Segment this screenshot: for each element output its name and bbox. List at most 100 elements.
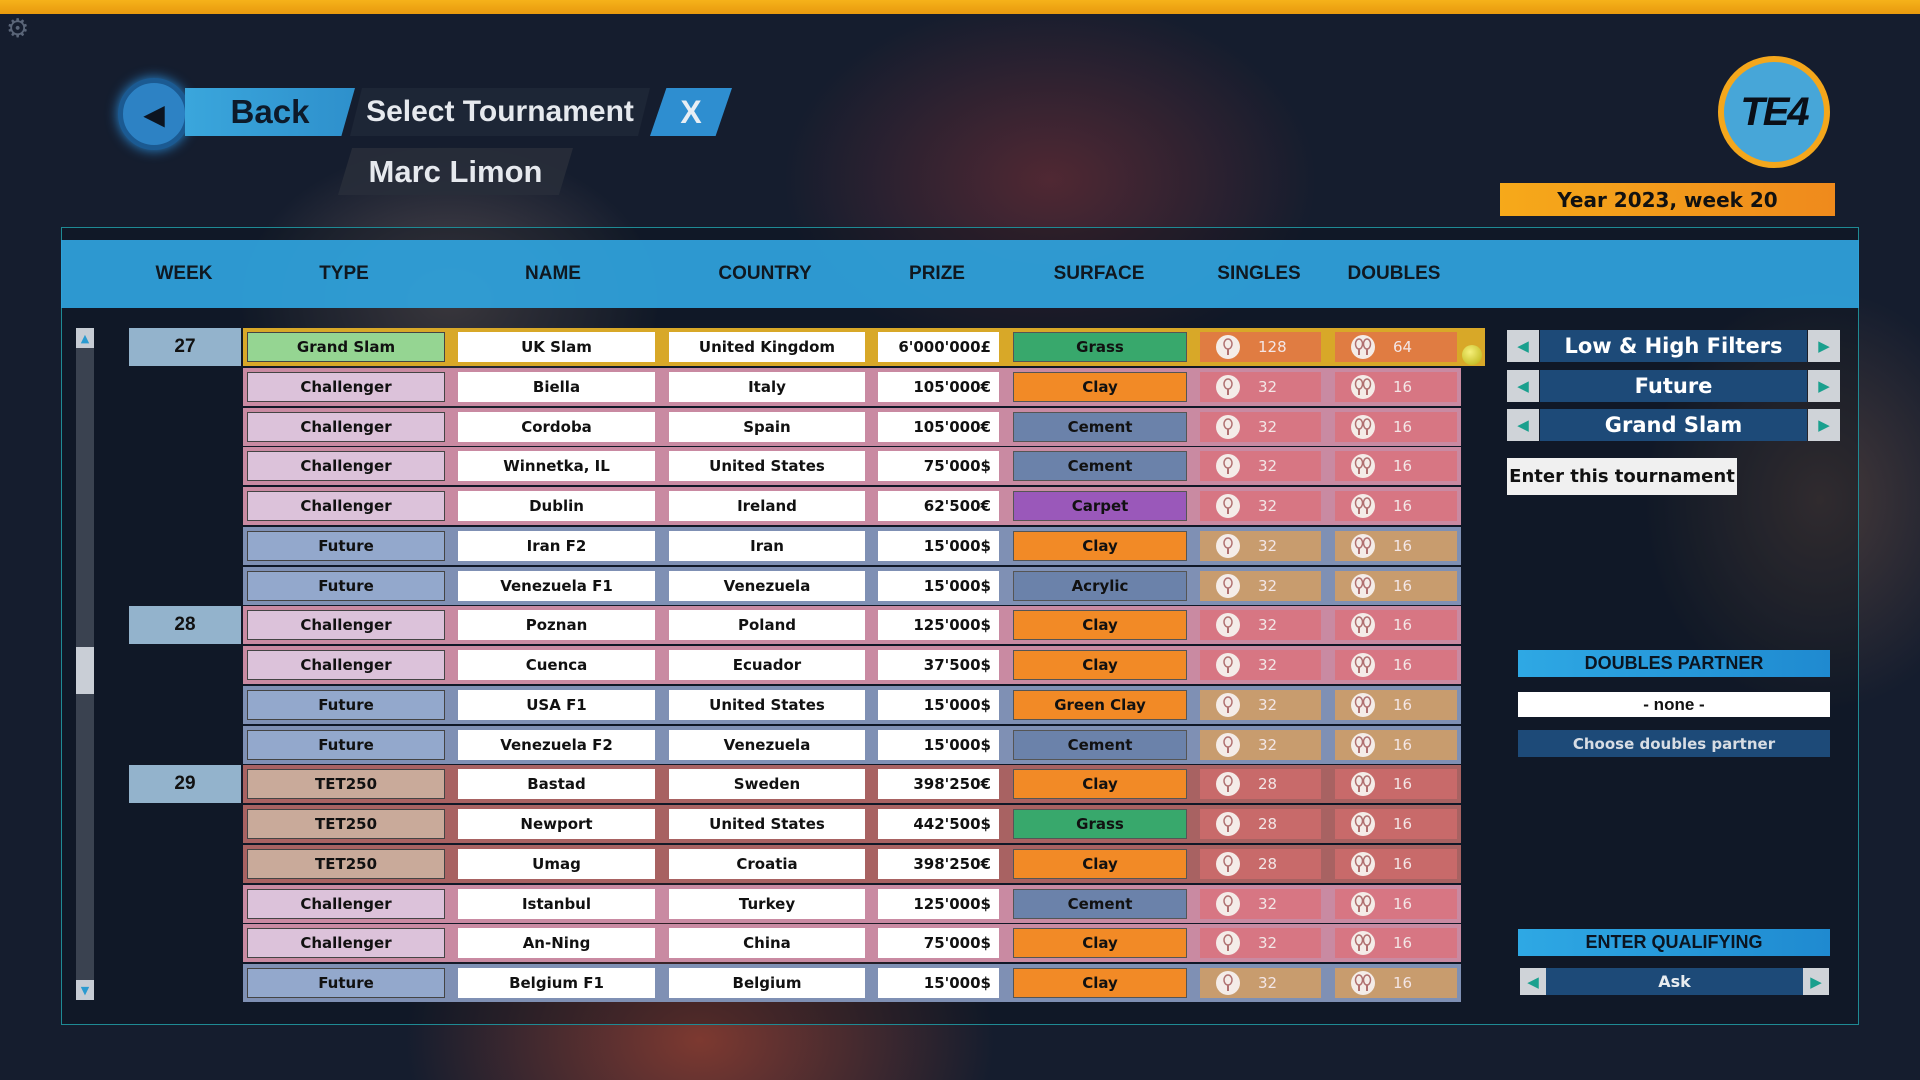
qualifying-selector[interactable]: ◀ Ask ▶ [1520, 968, 1829, 995]
singles-draw-cell-text: 32 [1258, 576, 1278, 595]
surface-cell: Clay [1013, 371, 1187, 402]
scroll-down-icon[interactable]: ▼ [76, 980, 94, 1000]
name-cell-text: Cuenca [525, 656, 588, 674]
qualifying-next-icon[interactable]: ▶ [1803, 968, 1829, 995]
column-singles[interactable]: SINGLES [1217, 263, 1301, 284]
tournament-row[interactable]: Future Iran F2 Iran 15'000$ Clay 32 16 [243, 526, 1461, 565]
top-accent-bar [0, 0, 1920, 14]
doubles-draw-cell: 16 [1335, 451, 1457, 482]
name-cell: Belgium F1 [458, 968, 655, 998]
tournament-row[interactable]: Challenger Istanbul Turkey 125'000$ Cement 32… [243, 884, 1461, 923]
country-cell-text: Ireland [737, 497, 797, 515]
prize-cell: 125'000$ [878, 888, 999, 919]
tournament-row[interactable]: TET250 Newport United States 442'500$ Grass 2… [243, 805, 1461, 843]
name-cell: UK Slam [458, 332, 655, 362]
tournament-row[interactable]: Future Belgium F1 Belgium 15'000$ Clay 32 16 [243, 964, 1461, 1002]
racket-icon [1216, 613, 1240, 638]
doubles-draw-cell: 16 [1335, 570, 1457, 601]
choose-doubles-partner-button[interactable]: Choose doubles partner [1518, 730, 1830, 757]
racket-icon [1216, 533, 1240, 558]
country-cell-text: Ecuador [732, 656, 802, 674]
tournament-row[interactable]: Challenger Winnetka, IL United States 75'00… [243, 447, 1461, 486]
back-button[interactable]: Back [185, 88, 355, 136]
filter-next-icon[interactable]: ▶ [1808, 409, 1840, 441]
country-cell-text: United States [709, 815, 825, 833]
doubles-draw-cell: 16 [1335, 848, 1457, 879]
type-cell: Grand Slam [247, 332, 445, 362]
tournament-row[interactable]: Challenger Dublin Ireland 62'500€ Carpet 32 16 [243, 487, 1461, 525]
surface-cell-text: Clay [1082, 934, 1118, 953]
type-cell-text: Challenger [300, 894, 392, 913]
filter-next-icon[interactable]: ▶ [1808, 330, 1840, 362]
page-title: Select Tournament [350, 88, 650, 136]
surface-cell-text: Cement [1067, 735, 1133, 754]
racket-icon [1216, 414, 1240, 439]
filter-prev-icon[interactable]: ◀ [1507, 330, 1539, 362]
singles-draw-cell: 28 [1200, 809, 1321, 839]
racket-icon [1216, 971, 1240, 995]
qualifying-prev-icon[interactable]: ◀ [1520, 968, 1546, 995]
column-week[interactable]: WEEK [155, 263, 213, 284]
prize-cell-text: 75'000$ [923, 457, 991, 476]
surface-cell-text: Clay [1082, 616, 1118, 635]
prize-cell: 62'500€ [878, 491, 999, 521]
tournament-row[interactable]: TET250 Bastad Sweden 398'250€ Clay 28 16 [243, 765, 1461, 804]
table-scrollbar[interactable]: ▲ ▼ [76, 328, 94, 1000]
surface-cell: Clay [1013, 610, 1187, 641]
prize-cell: 125'000$ [878, 610, 999, 641]
racket-icon [1216, 732, 1240, 757]
tournament-row[interactable]: Future Venezuela F1 Venezuela 15'000$ Acryli… [243, 566, 1461, 605]
tournament-row[interactable]: Challenger Poznan Poland 125'000$ Clay 32 16 [243, 606, 1461, 645]
filter-next-icon[interactable]: ▶ [1808, 370, 1840, 402]
singles-draw-cell-text: 32 [1258, 695, 1278, 714]
filter-prev-icon[interactable]: ◀ [1507, 409, 1539, 441]
column-country[interactable]: COUNTRY [718, 263, 812, 284]
type-cell-text: Challenger [300, 377, 392, 396]
scrollbar-thumb[interactable] [76, 647, 94, 694]
tournament-row[interactable]: Challenger Cuenca Ecuador 37'500$ Clay 32 16 [243, 646, 1461, 684]
tournament-row[interactable]: Challenger An-Ning China 75'000$ Clay 32 16 [243, 924, 1461, 963]
prize-cell: 398'250€ [878, 848, 999, 879]
tournament-row[interactable]: Grand Slam UK Slam United Kingdom 6'000'000… [243, 328, 1485, 366]
game-logo: TE4 [1718, 56, 1830, 168]
tournament-row[interactable]: TET250 Umag Croatia 398'250€ Clay 28 16 [243, 844, 1461, 883]
doubles-draw-cell-text: 16 [1393, 854, 1413, 873]
type-cell: Future [247, 570, 445, 601]
doubles-draw-cell-text: 16 [1393, 894, 1413, 913]
back-arrow-icon[interactable]: ◀ [118, 78, 190, 150]
surface-cell: Clay [1013, 530, 1187, 561]
scroll-up-icon[interactable]: ▲ [76, 328, 94, 348]
prize-cell-text: 37'500$ [923, 656, 991, 674]
country-cell: Ecuador [669, 650, 865, 680]
double-racket-icon [1351, 613, 1375, 638]
prize-cell: 105'000€ [878, 411, 999, 442]
prize-cell-text: 15'000$ [923, 576, 991, 595]
name-cell-text: Winnetka, IL [503, 457, 610, 476]
filter-row-2: ◀ Future ▶ [1507, 370, 1840, 402]
surface-cell-text: Clay [1082, 656, 1118, 674]
column-doubles[interactable]: DOUBLES [1347, 263, 1441, 284]
doubles-draw-cell: 16 [1335, 809, 1457, 839]
name-cell-text: Iran F2 [526, 536, 587, 555]
singles-draw-cell-text: 32 [1258, 656, 1278, 674]
prize-cell: 75'000$ [878, 928, 999, 959]
name-cell-text: An-Ning [522, 934, 591, 953]
singles-draw-cell-text: 32 [1258, 974, 1278, 992]
tournament-row[interactable]: Future Venezuela F2 Venezuela 15'000$ Cement… [243, 725, 1461, 764]
racket-icon [1216, 851, 1240, 876]
column-type[interactable]: TYPE [319, 263, 369, 284]
filter-prev-icon[interactable]: ◀ [1507, 370, 1539, 402]
tournament-row[interactable]: Challenger Cordoba Spain 105'000€ Cement 32 16 [243, 407, 1461, 446]
column-name[interactable]: NAME [525, 263, 581, 284]
tournament-row[interactable]: Challenger Biella Italy 105'000€ Clay 32 16 [243, 367, 1461, 406]
tournament-row[interactable]: Future USA F1 United States 15'000$ Green Cl… [243, 685, 1461, 724]
double-racket-icon [1351, 891, 1375, 916]
settings-gear-icon[interactable]: ⚙ [6, 14, 30, 44]
country-cell-text: Belgium [732, 974, 802, 992]
column-surface[interactable]: SURFACE [1053, 263, 1145, 284]
column-prize[interactable]: PRIZE [909, 263, 965, 284]
doubles-draw-cell-text: 16 [1393, 815, 1413, 833]
doubles-draw-cell-text: 64 [1393, 338, 1413, 356]
close-button[interactable]: X [650, 88, 732, 136]
tooltip: Enter this tournament [1507, 458, 1737, 495]
